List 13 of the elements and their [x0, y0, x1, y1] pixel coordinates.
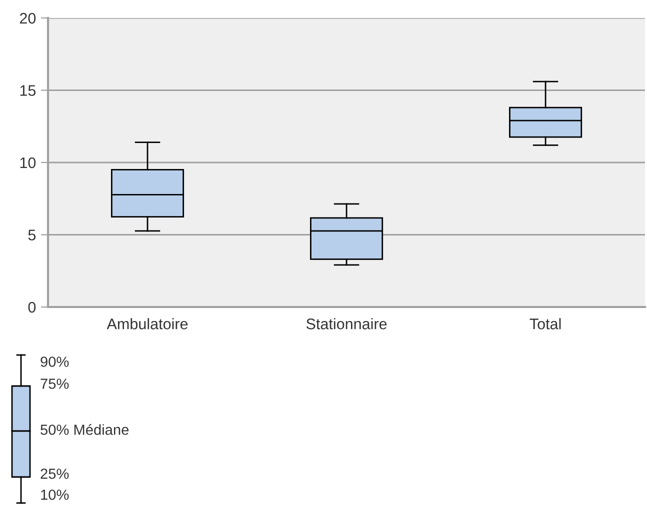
y-tick-label: 15 — [20, 85, 36, 96]
y-tick-label: 0 — [28, 302, 36, 313]
text: 90% — [40, 356, 69, 367]
y-tick-label: 5 — [28, 230, 36, 240]
text: 75% — [40, 378, 69, 389]
x-tick-label: Ambulatoire — [106, 318, 188, 330]
text: 50% Médiane — [40, 424, 129, 435]
y-tick-label: 10 — [20, 157, 36, 168]
x-tick-label: Total — [530, 318, 561, 330]
text: 10% — [41, 490, 69, 500]
text: 25% — [40, 468, 69, 479]
y-tick-label: 20 — [20, 12, 36, 24]
x-tick-label: Stationnaire — [306, 318, 387, 330]
